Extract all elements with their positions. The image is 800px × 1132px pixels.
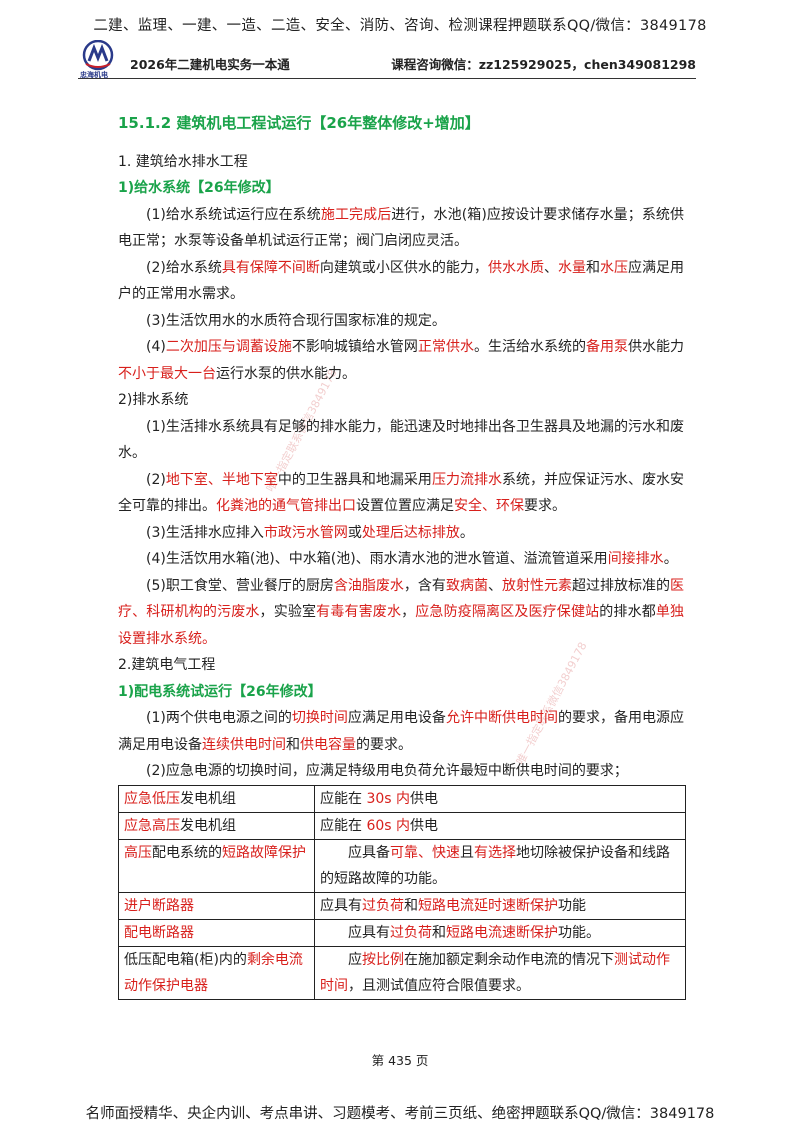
paragraph: (1)生活排水系统具有足够的排水能力，能迅速及时地排出各卫生器具及地漏的污水和废… xyxy=(118,418,684,462)
table-cell: 低压配电箱(柜)内的剩余电流动作保护电器 xyxy=(118,945,315,1000)
requirements-table: 应急低压发电机组 应能在 30s 内供电 应急高压发电机组 应能在 60s 内供… xyxy=(118,784,686,1000)
table-row: 配电断路器 应具有过负荷和短路电流速断保护功能。 xyxy=(118,918,686,947)
paragraph: (2)地下室、半地下室中的卫生器具和地漏采用压力流排水系统，并应保证污水、废水安… xyxy=(118,471,685,515)
top-banner: 二建、监理、一建、一造、二造、安全、消防、咨询、检测课程押题联系QQ/微信：38… xyxy=(93,18,707,34)
table-cell: 应急低压发电机组 xyxy=(118,784,315,813)
header-book-title: 2026年二建机电实务一本通 xyxy=(130,57,290,72)
drainage-heading: 2)排水系统 xyxy=(118,392,189,408)
logo-icon xyxy=(78,39,118,76)
logo-caption: 忠海机电 xyxy=(80,71,108,79)
table-cell: 应能在 30s 内供电 xyxy=(314,784,686,813)
table-cell: 应具备可靠、快速且有选择地切除被保护设备和线路的短路故障的功能。 xyxy=(314,838,686,893)
table-cell: 应按比例在施加额定剩余动作电流的情况下测试动作时间，且测试值应符合限值要求。 xyxy=(314,945,686,1000)
main-content: 15.1.2 建筑机电工程试运行【26年整体修改+增加】 1. 建筑给水排水工程… xyxy=(118,110,686,1000)
header-contact: 课程咨询微信：zz125929025，chen349081298 xyxy=(391,57,696,72)
paragraph: (2)应急电源的切换时间，应满足特级用电负荷允许最短中断供电时间的要求； xyxy=(146,763,628,779)
table-cell: 应能在 60s 内供电 xyxy=(314,811,686,840)
part2-heading: 2.建筑电气工程 xyxy=(118,657,216,673)
table-cell: 配电断路器 xyxy=(118,918,315,947)
table-cell: 应具有过负荷和短路电流速断保护功能。 xyxy=(314,918,686,947)
paragraph: (4)生活饮用水箱(池)、中水箱(池)、雨水清水池的泄水管道、溢流管道采用间接排… xyxy=(146,551,678,567)
section-title: 15.1.2 建筑机电工程试运行【26年整体修改+增加】 xyxy=(118,114,480,132)
paragraph: (4)二次加压与调蓄设施不影响城镇给水管网正常供水。生活给水系统的备用泵供水能力… xyxy=(118,339,685,382)
paragraph: (5)职工食堂、营业餐厅的厨房含油脂废水，含有致病菌、放射性元素超过排放标准的医… xyxy=(118,577,685,647)
table-row: 高压配电系统的短路故障保护 应具备可靠、快速且有选择地切除被保护设备和线路的短路… xyxy=(118,838,686,893)
table-row: 应急高压发电机组 应能在 60s 内供电 xyxy=(118,811,686,840)
power-distribution-heading: 1)配电系统试运行【26年修改】 xyxy=(118,683,322,700)
paragraph: (1)两个供电电源之间的切换时间应满足用电设备允许中断供电时间的要求，备用电源应… xyxy=(118,710,685,753)
table-cell: 应具有过负荷和短路电流延时速断保护功能 xyxy=(314,891,686,920)
water-supply-heading: 1)给水系统【26年修改】 xyxy=(118,180,280,196)
table-row: 低压配电箱(柜)内的剩余电流动作保护电器 应按比例在施加额定剩余动作电流的情况下… xyxy=(118,945,686,1000)
paragraph: (1)给水系统试运行应在系统施工完成后进行，水池(箱)应按设计要求储存水量；系统… xyxy=(118,206,684,250)
page-number: 第 435 页 xyxy=(371,1053,429,1068)
bottom-banner: 名师面授精华、央企内训、考点串讲、习题模考、考前三页纸、绝密押题联系QQ/微信：… xyxy=(85,1106,715,1122)
paragraph: (3)生活饮用水的水质符合现行国家标准的规定。 xyxy=(146,312,446,329)
table-cell: 进户断路器 xyxy=(118,891,315,920)
part1-heading: 1. 建筑给水排水工程 xyxy=(118,153,248,170)
table-cell: 应急高压发电机组 xyxy=(118,811,315,840)
table-row: 进户断路器 应具有过负荷和短路电流延时速断保护功能 xyxy=(118,891,686,920)
paragraph: (2)给水系统具有保障不间断向建筑或小区供水的能力，供水水质、水量和水压应满足用… xyxy=(118,259,685,303)
page-header: 忠海机电 2026年二建机电实务一本通 课程咨询微信：zz125929025，c… xyxy=(78,39,696,79)
table-cell: 高压配电系统的短路故障保护 xyxy=(118,838,315,893)
table-row: 应急低压发电机组 应能在 30s 内供电 xyxy=(118,784,686,813)
paragraph: (3)生活排水应排入市政污水管网或处理后达标排放。 xyxy=(146,524,474,541)
